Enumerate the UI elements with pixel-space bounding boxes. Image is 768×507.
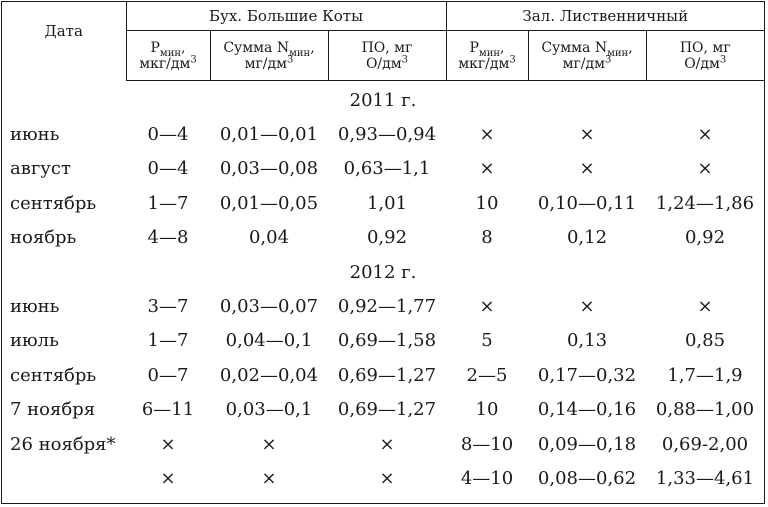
cell: 8 [481,227,493,249]
cell: × [379,433,395,455]
cell: × [479,124,495,146]
cell: 8—10 [460,433,514,455]
cell: × [379,467,395,489]
cell: 0,08—0,62 [537,467,637,489]
cell: 1—7 [147,330,189,352]
cell: 6—11 [141,399,195,421]
row-date: июль [10,330,59,352]
cell: 4—8 [147,227,189,249]
cell: 0,92—1,77 [337,296,437,318]
cell: 0,69—1,27 [337,364,437,386]
row-date: 26 ноября* [10,433,116,455]
cell: 0,13 [566,330,608,352]
cell: 0,69—1,58 [337,330,437,352]
header-date: Дата [2,2,127,81]
cell: × [579,124,595,146]
cell: 3—7 [147,296,189,318]
table-row: сентябрь 0—7 0,02—0,04 0,69—1,27 2—5 0,1… [2,358,764,392]
cell: 0,69-2,00 [661,433,749,455]
header-p-min-1: Pмин, мкг/дм3 [126,30,211,81]
cell: 4—10 [460,467,514,489]
cell: 0,01—0,05 [219,192,319,214]
table-row: июнь 3—7 0,03—0,07 0,92—1,77 × × × [2,289,764,323]
cell: 0,88—1,00 [655,399,755,421]
cell: 0—4 [147,158,189,180]
cell: 0,92 [366,227,408,249]
cell: × [697,124,713,146]
cell: 1,33—4,61 [655,467,755,489]
cell: 2—5 [466,364,508,386]
row-date [2,461,126,495]
row-date: июнь [10,124,60,146]
cell: 0,85 [684,330,726,352]
cell: × [261,467,277,489]
cell: 10 [475,192,499,214]
cell: × [261,433,277,455]
cell: 10 [475,399,499,421]
cell: 0,04 [248,227,290,249]
header-po-2: ПО, мг О/дм3 [646,30,765,81]
table-row: июль 1—7 0,04—0,1 0,69—1,58 5 0,13 0,85 [2,324,764,358]
cell: 0—4 [147,124,189,146]
header-group-listvennichny: Зал. Лиственничный [446,2,765,31]
row-date: июнь [10,296,60,318]
cell: × [579,158,595,180]
cell: × [579,296,595,318]
cell: 0,63—1,1 [343,158,431,180]
cell: × [479,158,495,180]
table-row: сентябрь 1—7 0,01—0,05 1,01 10 0,10—0,11… [2,186,764,220]
cell: 0—7 [147,364,189,386]
cell: 1,7—1,9 [667,364,743,386]
table-row: июнь 0—4 0,01—0,01 0,93—0,94 × × × [2,117,764,151]
cell: × [697,296,713,318]
cell: × [160,467,176,489]
header-p-min-2: Pмин, мкг/дм3 [446,30,529,81]
header-po-1: ПО, мг О/дм3 [328,30,447,81]
row-date: 7 ноября [10,399,96,421]
cell: 0,17—0,32 [537,364,637,386]
cell: 1,01 [366,192,408,214]
table-row: ноябрь 4—8 0,04 0,92 8 0,12 0,92 [2,221,764,255]
row-date: сентябрь [10,192,97,214]
cell: 0,93—0,94 [337,124,437,146]
cell: 0,01—0,01 [219,124,319,146]
row-date: сентябрь [10,364,97,386]
cell: 0,12 [566,227,608,249]
header-n-sum-2: Сумма Nмин, мг/дм3 [528,30,647,81]
header-n-sum-1: Сумма Nмин, мг/дм3 [210,30,329,81]
cell: 0,02—0,04 [219,364,319,386]
row-date: ноябрь [10,227,77,249]
year-heading-2011: 2011 г. [349,89,417,111]
cell: 5 [481,330,493,352]
hydrochemistry-table: Дата Бух. Большие Коты Зал. Лиственничны… [2,2,765,496]
table-row: × × × 4—10 0,08—0,62 1,33—4,61 [2,461,764,495]
cell: 0,04—0,1 [225,330,313,352]
cell: 0,03—0,08 [219,158,319,180]
table-row: 26 ноября* × × × 8—10 0,09—0,18 0,69-2,0… [2,427,764,461]
table-row: 7 ноября 6—11 0,03—0,1 0,69—1,27 10 0,14… [2,393,764,427]
cell: × [160,433,176,455]
header-group-bolshie-koty: Бух. Большие Коты [126,2,447,31]
cell: 0,14—0,16 [537,399,637,421]
cell: 0,92 [684,227,726,249]
cell: 0,03—0,07 [219,296,319,318]
year-heading-2012: 2012 г. [349,261,417,283]
cell: × [697,158,713,180]
row-date: август [10,158,71,180]
cell: 0,09—0,18 [537,433,637,455]
table-row: август 0—4 0,03—0,08 0,63—1,1 × × × [2,152,764,186]
cell: 0,03—0,1 [225,399,313,421]
cell: × [479,296,495,318]
cell: 0,69—1,27 [337,399,437,421]
cell: 0,10—0,11 [537,192,637,214]
cell: 1—7 [147,192,189,214]
cell: 1,24—1,86 [655,192,755,214]
